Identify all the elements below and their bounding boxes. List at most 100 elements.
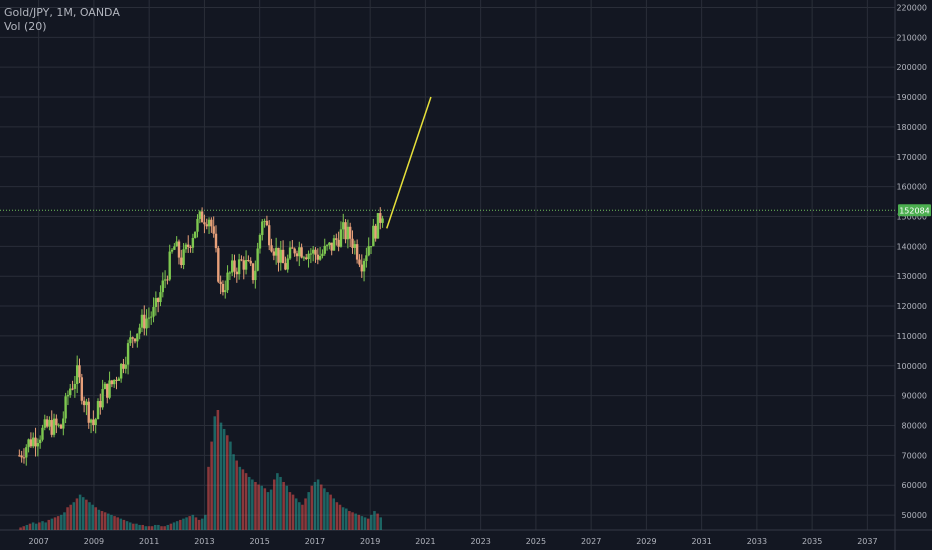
candle-body	[126, 343, 130, 365]
candle-body	[99, 401, 102, 408]
volume-bar	[97, 509, 101, 530]
volume-bar	[338, 504, 342, 530]
candle-body	[168, 251, 171, 280]
candle-body	[200, 211, 204, 223]
candle-body	[233, 260, 236, 272]
candle-body	[316, 254, 320, 260]
y-tick-label: 90000	[902, 392, 927, 401]
volume-bar	[351, 512, 354, 530]
candle-body	[274, 247, 278, 256]
candle-body	[36, 443, 40, 447]
volume-bar	[188, 516, 191, 530]
x-tick-label: 2025	[526, 537, 546, 546]
candle-body	[291, 247, 294, 249]
volume-bar	[354, 513, 357, 530]
candle-body	[182, 249, 185, 266]
volume-bar	[272, 479, 276, 530]
candle-body	[305, 257, 308, 260]
volume-bar	[316, 479, 320, 530]
candle-body	[145, 318, 148, 329]
y-tick-label: 210000	[896, 33, 927, 42]
volume-bar	[50, 518, 54, 530]
volume-bar	[323, 488, 326, 530]
volume-bar	[160, 526, 163, 530]
candle-body	[75, 365, 79, 385]
volume-bar	[166, 524, 170, 530]
volume-bar	[119, 518, 123, 530]
candle-body	[339, 229, 343, 247]
volume-bar	[113, 516, 116, 530]
volume-bar	[69, 504, 72, 530]
volume-bar	[175, 521, 179, 530]
candle-body	[156, 298, 160, 303]
candle-body	[353, 244, 357, 248]
candle-body	[217, 248, 220, 282]
volume-bar	[229, 441, 232, 530]
candle-body	[85, 401, 88, 406]
volume-bar	[122, 519, 126, 530]
volume-bar	[31, 522, 35, 530]
candle-body	[281, 249, 285, 264]
volume-bar	[56, 516, 60, 530]
candle-body	[122, 363, 125, 369]
candle-body	[191, 237, 195, 248]
candle-body	[214, 233, 218, 249]
candle-body	[367, 246, 370, 256]
candle-body	[82, 400, 86, 406]
candle-body	[355, 244, 359, 260]
candle-body	[180, 257, 183, 266]
candle-body	[18, 455, 21, 457]
candle-body	[272, 251, 276, 256]
candle-body	[147, 317, 151, 319]
x-tick-label: 2017	[305, 537, 325, 546]
x-tick-label: 2031	[691, 537, 711, 546]
candle-body	[50, 420, 53, 435]
volume-bar	[210, 441, 213, 530]
volume-bar	[34, 523, 38, 530]
candle-body	[133, 338, 137, 342]
volume-bar	[244, 473, 248, 530]
volume-bar	[222, 428, 226, 530]
x-tick-label: 2013	[194, 537, 214, 546]
volume-bar	[128, 522, 132, 530]
candle-body	[71, 388, 74, 390]
candle-body	[94, 419, 97, 426]
candle-body	[175, 241, 178, 247]
volume-bar	[235, 460, 238, 530]
volume-bar	[251, 479, 254, 530]
volume-bar	[360, 516, 364, 530]
candle-body	[381, 218, 384, 223]
candle-body	[129, 337, 132, 344]
last-price-label: 152084	[899, 206, 930, 215]
volume-bar	[63, 512, 66, 530]
volume-bar	[75, 498, 79, 530]
candle-body	[221, 284, 225, 293]
volume-bar	[254, 482, 257, 530]
volume-bar	[72, 502, 76, 530]
candle-body	[193, 231, 197, 238]
volume-bar	[298, 502, 301, 530]
volume-bar	[66, 507, 69, 530]
candle-body	[34, 437, 37, 447]
candle-body	[115, 379, 118, 381]
volume-bar	[376, 513, 379, 530]
candle-body	[228, 272, 232, 274]
candle-body	[224, 290, 227, 293]
volume-bar	[78, 494, 82, 530]
x-tick-label: 2023	[470, 537, 490, 546]
volume-bar	[335, 502, 339, 530]
volume-bar	[150, 526, 154, 530]
last-price-badge	[898, 204, 931, 217]
candle-body	[237, 259, 241, 275]
candle-body	[374, 225, 377, 239]
candle-body	[351, 238, 354, 248]
volume-indicator-label: Vol (20)	[4, 20, 47, 33]
volume-bar	[341, 507, 345, 530]
candle-body	[138, 327, 141, 334]
volume-bar	[153, 524, 157, 530]
volume-bar	[319, 484, 323, 530]
candle-body	[159, 292, 162, 303]
volume-bar	[44, 522, 47, 530]
